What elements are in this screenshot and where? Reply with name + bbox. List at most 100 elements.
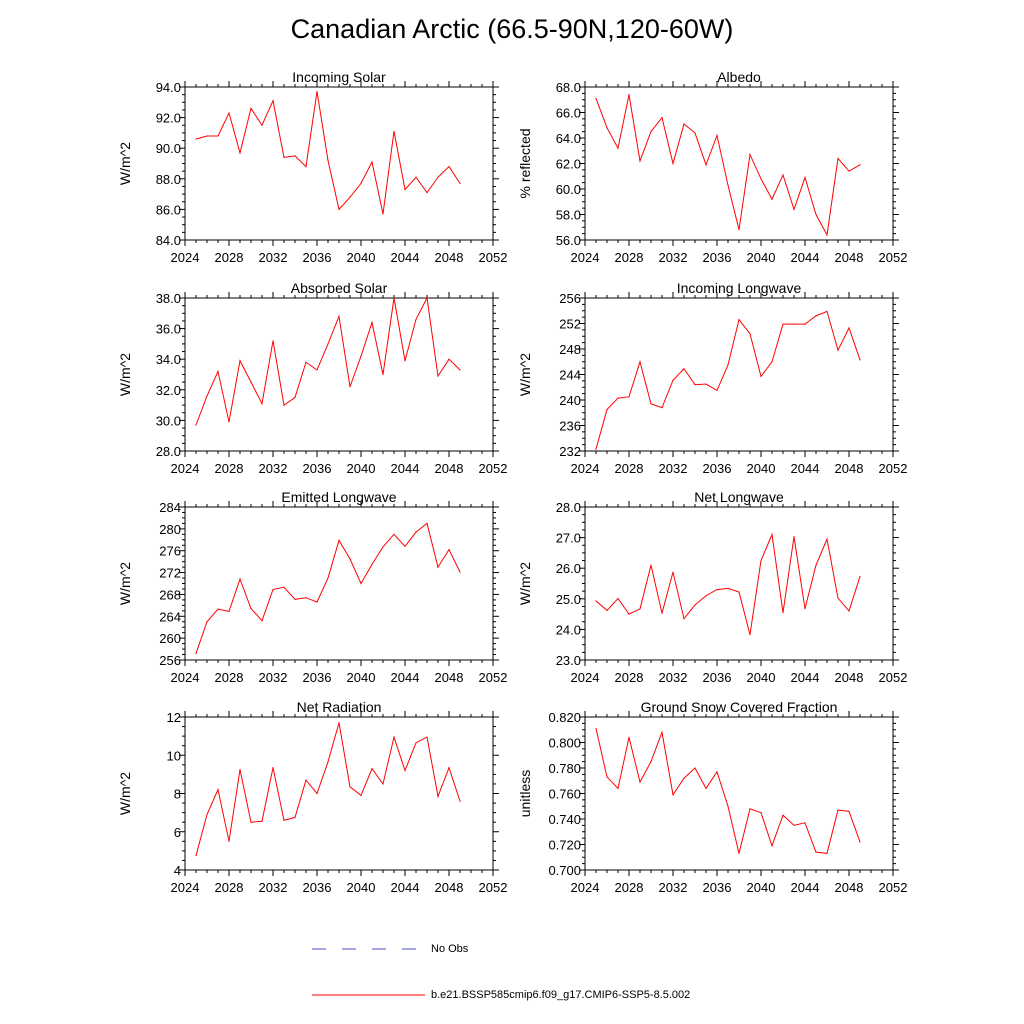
data-point: [793, 824, 795, 826]
y-tick-label: 256: [159, 653, 181, 668]
y-axis-label: W/m^2: [517, 562, 533, 605]
data-point: [228, 840, 230, 842]
data-point: [426, 191, 428, 194]
data-point: [316, 90, 318, 93]
y-tick-label: 4: [174, 863, 181, 878]
chart-title: Net Longwave: [694, 489, 784, 505]
data-point: [639, 781, 641, 783]
x-tick-label: 2048: [835, 880, 864, 895]
data-point: [639, 160, 641, 162]
y-tick-label: 90.0: [156, 141, 181, 156]
data-point: [349, 196, 351, 198]
data-point: [294, 598, 296, 600]
y-axis-label: W/m^2: [117, 772, 133, 815]
data-point: [848, 810, 850, 812]
data-point: [771, 198, 773, 200]
x-tick-label: 2040: [347, 250, 376, 265]
y-tick-label: 236: [559, 419, 581, 434]
y-tick-label: 0.740: [548, 812, 581, 827]
y-tick-label: 24.0: [556, 622, 581, 637]
data-point: [859, 841, 861, 843]
x-tick-label: 2024: [171, 880, 200, 895]
data-point: [415, 742, 417, 744]
data-point: [837, 597, 839, 599]
data-point: [228, 421, 230, 423]
data-point: [639, 608, 641, 610]
y-tick-label: 34.0: [156, 352, 181, 367]
data-point: [195, 855, 197, 857]
data-point: [727, 364, 729, 366]
data-point: [782, 611, 784, 614]
data-point: [404, 188, 406, 191]
data-point: [661, 731, 663, 733]
data-point: [250, 107, 252, 110]
x-tick-label: 2036: [303, 670, 332, 685]
data-point: [672, 162, 674, 165]
y-tick-label: 38.0: [156, 291, 181, 306]
x-tick-label: 2028: [615, 461, 644, 476]
chart-incoming-longwave: Incoming Longwave W/m^2 2024 2028 2032 2036 20…: [517, 280, 907, 476]
plot-frame: [184, 716, 494, 871]
data-point: [404, 360, 406, 362]
x-tick-label: 2052: [879, 461, 908, 476]
data-point: [738, 319, 740, 321]
data-point: [749, 333, 751, 335]
y-tick-label: 56.0: [556, 233, 581, 248]
data-point: [617, 397, 619, 399]
data-point: [804, 607, 806, 610]
x-tick-label: 2032: [259, 670, 288, 685]
y-axis-label: W/m^2: [517, 353, 533, 396]
y-axis-label: W/m^2: [117, 562, 133, 605]
y-tick-label: 260: [159, 631, 181, 646]
data-point: [360, 794, 362, 797]
y-tick-label: 276: [159, 544, 181, 559]
data-point: [771, 533, 773, 536]
data-point: [360, 582, 362, 585]
data-point: [804, 822, 806, 824]
y-tick-label: 62.0: [556, 157, 581, 172]
plot-frame: [584, 716, 894, 871]
y-tick-label: 268: [159, 587, 181, 602]
y-tick-label: 86.0: [156, 202, 181, 217]
data-point: [283, 819, 285, 821]
data-point: [393, 130, 395, 132]
data-point: [727, 587, 729, 589]
x-tick-label: 2032: [659, 880, 688, 895]
chart-emitted-longwave: Emitted Longwave W/m^2 2024 2028 2032 2036 204…: [117, 489, 507, 685]
y-tick-label: 284: [159, 500, 181, 515]
data-point: [848, 170, 850, 172]
y-tick-label: 30.0: [156, 413, 181, 428]
data-point: [760, 178, 762, 180]
data-point: [650, 131, 652, 133]
data-point: [793, 208, 795, 210]
data-point: [617, 597, 619, 600]
data-point: [239, 360, 241, 362]
data-point: [639, 361, 641, 363]
y-tick-label: 240: [559, 393, 581, 408]
data-point: [606, 776, 608, 778]
data-point: [771, 361, 773, 363]
data-point: [848, 610, 850, 612]
data-point: [206, 395, 208, 397]
data-point: [316, 601, 318, 603]
data-point: [617, 147, 619, 149]
y-tick-label: 68.0: [556, 80, 581, 95]
data-point: [382, 783, 384, 785]
data-point: [283, 404, 285, 406]
y-tick-label: 84.0: [156, 233, 181, 248]
x-tick-label: 2040: [347, 670, 376, 685]
series-line-ground-snow-covered-fraction: [595, 728, 861, 854]
x-tick-label: 2028: [215, 250, 244, 265]
data-point: [371, 161, 373, 163]
data-point: [837, 809, 839, 811]
x-tick-label: 2028: [615, 880, 644, 895]
data-point: [195, 424, 197, 426]
data-point: [239, 578, 241, 580]
x-tick-label: 2024: [571, 461, 600, 476]
data-point: [837, 349, 839, 351]
x-tick-label: 2040: [747, 880, 776, 895]
x-tick-label: 2024: [571, 880, 600, 895]
data-point: [595, 97, 597, 100]
chart-net-longwave: Net Longwave W/m^2 2024 2028 2032 2036 2040 204…: [517, 489, 907, 685]
data-point: [404, 769, 406, 772]
